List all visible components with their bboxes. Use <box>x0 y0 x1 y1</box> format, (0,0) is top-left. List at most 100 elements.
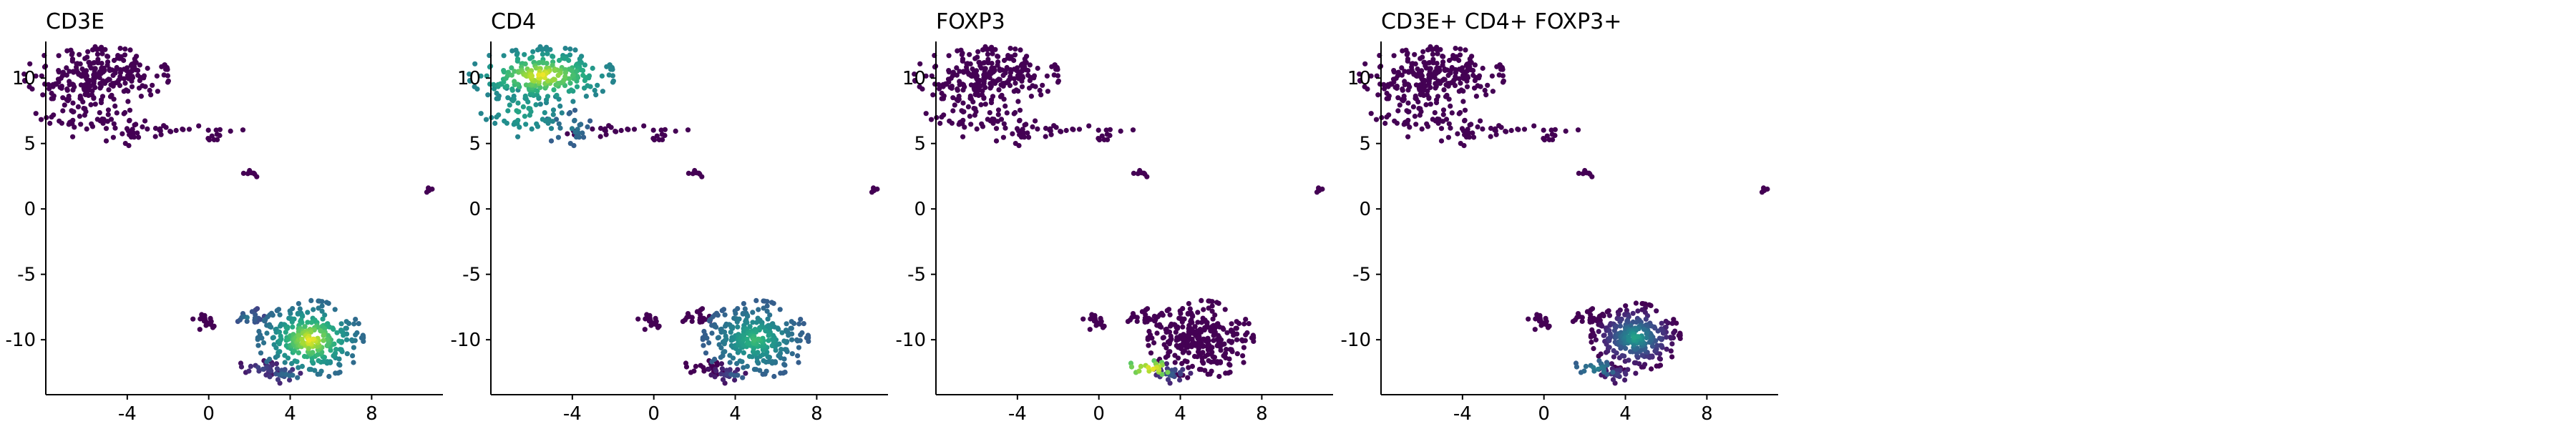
scatter-point <box>110 81 116 87</box>
scatter-point <box>955 86 960 92</box>
scatter-point <box>1541 137 1548 143</box>
scatter-point <box>213 127 219 133</box>
scatter-point <box>1425 47 1431 53</box>
scatter-point <box>1405 50 1410 56</box>
scatter-point <box>1413 122 1419 127</box>
scatter-point <box>972 92 978 97</box>
scatter-point <box>1421 59 1427 65</box>
scatter-point <box>992 81 998 87</box>
scatter-point <box>1395 108 1401 114</box>
scatter-point <box>1319 186 1325 192</box>
scatter-point <box>127 47 133 53</box>
scatter-point <box>282 360 288 365</box>
scatter-point <box>993 138 1000 144</box>
scatter-point <box>570 73 576 79</box>
scatter-point <box>47 86 52 92</box>
scatter-point <box>83 72 89 77</box>
scatter-point <box>602 127 608 133</box>
scatter-point <box>138 94 144 99</box>
scatter-point <box>349 337 355 342</box>
scatter-point <box>1435 116 1440 122</box>
scatter-point <box>1668 348 1674 354</box>
scatter-point <box>684 315 690 320</box>
scatter-point <box>1229 321 1234 327</box>
scatter-point <box>613 129 619 134</box>
scatter-point <box>556 57 562 64</box>
y-tick-label: 10 <box>1347 68 1371 89</box>
scatter-point <box>332 307 338 312</box>
scatter-point <box>294 359 300 365</box>
scatter-point <box>1026 134 1032 140</box>
scatter-point <box>67 69 72 74</box>
scatter-point <box>350 353 356 359</box>
x-tick-label: 0 <box>1093 403 1105 425</box>
scatter-point <box>305 320 311 325</box>
scatter-point <box>760 352 766 358</box>
scatter-point <box>551 77 557 82</box>
scatter-point <box>698 363 703 368</box>
scatter-point <box>123 87 129 93</box>
scatter-point <box>1552 127 1558 132</box>
scatter-point <box>509 86 515 92</box>
scatter-point <box>1676 332 1682 338</box>
scatter-point <box>1482 87 1488 93</box>
scatter-point <box>1030 83 1035 89</box>
scatter-point <box>989 46 995 52</box>
scatter-point <box>1209 349 1215 355</box>
scatter-point <box>743 370 748 376</box>
scatter-point <box>254 174 260 179</box>
scatter-point <box>334 330 340 335</box>
scatter-point <box>796 360 801 365</box>
scatter-point <box>551 87 557 93</box>
scatter-point <box>1657 363 1664 368</box>
scatter-point <box>1464 61 1470 67</box>
scatter-point <box>351 360 356 365</box>
scatter-point <box>776 326 781 332</box>
scatter-point <box>1007 83 1013 89</box>
scatter-point <box>536 72 542 78</box>
scatter-point <box>1233 325 1239 331</box>
scatter-point <box>1022 122 1028 128</box>
scatter-point <box>527 56 533 61</box>
scatter-point <box>145 65 150 72</box>
scatter-point <box>1198 351 1204 357</box>
scatter-point <box>268 324 274 330</box>
scatter-point <box>529 73 535 79</box>
scatter-point <box>1458 80 1463 86</box>
scatter-point <box>107 67 112 74</box>
scatter-point <box>1392 118 1397 124</box>
scatter-point <box>939 90 945 97</box>
scatter-point <box>69 58 75 64</box>
scatter-point <box>1129 315 1135 320</box>
scatter-point <box>565 131 570 137</box>
scatter-point <box>545 51 550 56</box>
scatter-point <box>69 50 75 56</box>
scatter-point <box>1440 112 1446 117</box>
scatter-point <box>1546 137 1552 143</box>
scatter-point <box>106 87 112 93</box>
scatter-point <box>1128 364 1135 370</box>
scatter-point <box>1462 132 1468 137</box>
scatter-point <box>338 321 344 327</box>
y-tick-label: 5 <box>914 134 926 155</box>
scatter-point <box>288 310 293 316</box>
scatter-point <box>125 128 131 134</box>
scatter-point <box>568 87 574 93</box>
x-tick-label: 8 <box>811 403 823 425</box>
scatter-point <box>1236 320 1242 326</box>
scatter-point <box>1606 312 1613 318</box>
scatter-point <box>1643 316 1649 322</box>
scatter-point <box>798 317 804 322</box>
scatter-point <box>544 46 550 52</box>
scatter-point <box>712 356 718 362</box>
scatter-point <box>1500 79 1506 85</box>
scatter-point <box>1423 84 1428 89</box>
scatter-point <box>1000 81 1006 87</box>
scatter-point <box>68 119 74 125</box>
scatter-point <box>1480 126 1485 132</box>
scatter-point <box>94 51 100 57</box>
scatter-point <box>515 134 521 139</box>
scatter-point <box>1157 312 1163 317</box>
scatter-point <box>1448 68 1453 74</box>
scatter-point <box>980 47 986 53</box>
